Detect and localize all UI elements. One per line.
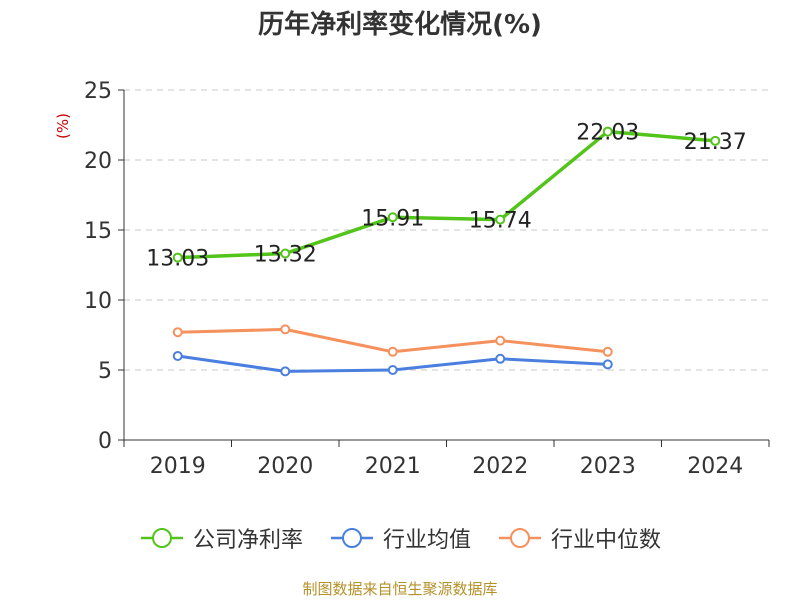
y-tick-label: 20 — [84, 149, 112, 174]
data-point — [172, 327, 183, 338]
data-point — [602, 126, 613, 137]
chart-title: 历年净利率变化情况(%) — [258, 10, 542, 40]
grid-lines — [124, 89, 769, 371]
data-point — [387, 365, 398, 375]
y-tick-label: 0 — [98, 429, 112, 454]
data-point — [172, 351, 183, 361]
data-point — [495, 335, 506, 346]
series-layer — [172, 126, 721, 377]
data-point — [602, 346, 613, 357]
data-label: 13.03 — [146, 247, 209, 272]
data-point — [280, 366, 291, 377]
data-point — [387, 212, 398, 223]
data-label: 13.32 — [254, 243, 317, 268]
data-labels: 13.03 13.32 15.91 15.74 22.03 21.37 — [146, 121, 746, 272]
legend-item-industry-median[interactable]: 行业中位数 — [497, 522, 661, 554]
data-point — [710, 135, 721, 146]
data-point — [495, 353, 506, 364]
data-label: 21.37 — [684, 130, 747, 155]
source-note: 制图数据来自恒生聚源数据库 — [302, 580, 498, 598]
y-tick-label: 5 — [98, 359, 112, 384]
legend-label-industry-median: 行业中位数 — [551, 528, 662, 553]
legend-label-industry-mean: 行业均值 — [382, 528, 471, 553]
x-tick-label: 2019 — [150, 454, 206, 479]
data-point — [602, 359, 613, 370]
data-label: 15.91 — [361, 206, 424, 231]
data-label: 15.74 — [469, 209, 532, 234]
x-tick-label: 2021 — [365, 454, 421, 479]
x-tick-label: 2020 — [257, 454, 313, 479]
y-tick-label: 10 — [84, 289, 112, 314]
y-tick-label: 25 — [84, 79, 112, 104]
data-point — [172, 252, 183, 263]
legend-item-company[interactable]: 公司净利率 — [139, 522, 303, 554]
series-line — [177, 129, 716, 260]
legend-label-company: 公司净利率 — [192, 528, 303, 553]
x-tick-label: 2023 — [580, 454, 636, 479]
legend-marker-company — [140, 528, 183, 548]
data-label: 22.03 — [576, 121, 639, 146]
legend-item-industry-mean[interactable]: 行业均值 — [329, 522, 471, 554]
data-point — [280, 324, 291, 335]
x-tick-label: 2024 — [687, 454, 743, 479]
legend-marker-industry-median — [499, 528, 541, 548]
x-tick-label: 2022 — [472, 454, 528, 479]
legend: 公司净利率 行业均值 行业中位数 — [0, 518, 800, 558]
y-tick-label: 15 — [84, 219, 112, 244]
legend-marker-industry-mean — [330, 528, 373, 548]
data-point — [280, 248, 291, 259]
y-axis-title: (%) — [54, 113, 72, 139]
data-point — [387, 346, 398, 357]
axes: 0 5 10 15 20 25 2019 2020 2021 2022 2023 2024 — [84, 79, 770, 479]
data-point — [495, 214, 506, 225]
